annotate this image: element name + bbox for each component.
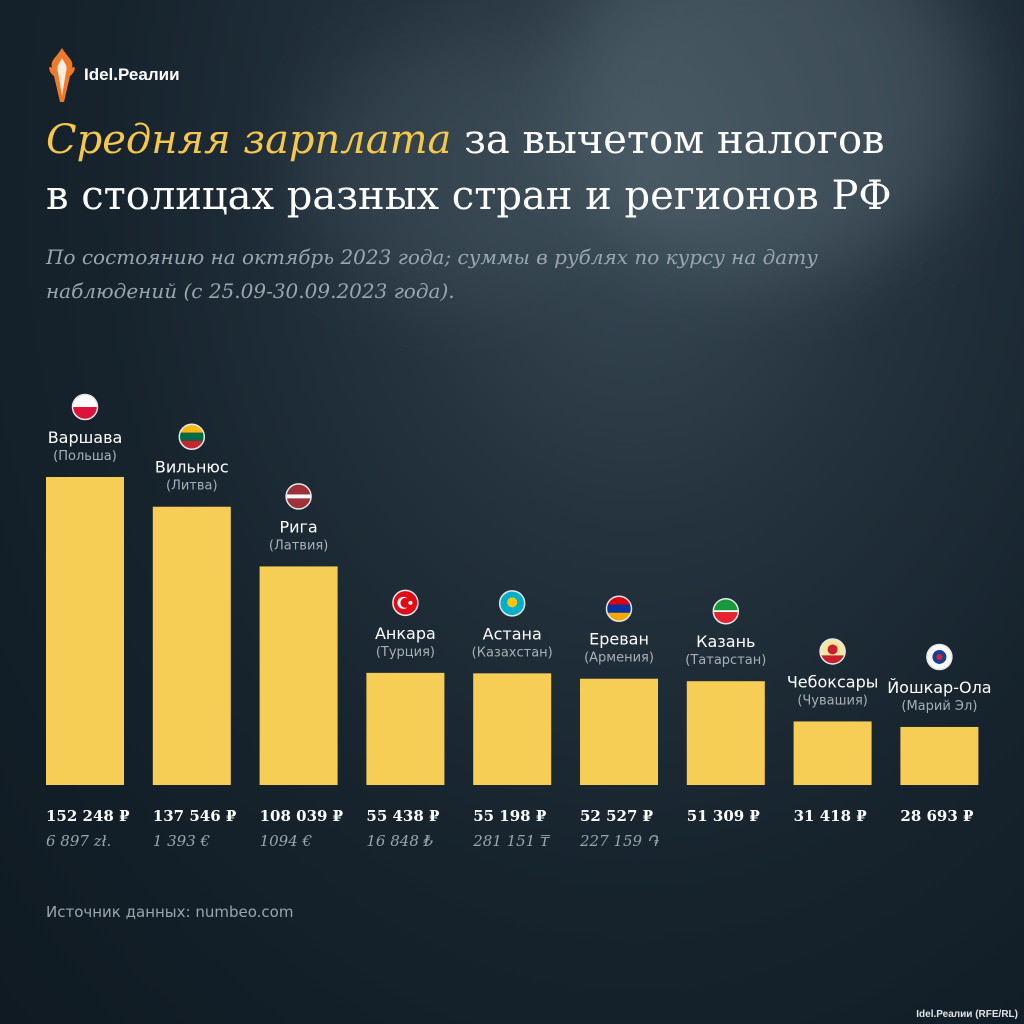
local-value-label-3: 1094 € [260, 832, 313, 850]
armenia-flag-icon [605, 595, 633, 622]
subtitle: По состоянию на октябрь 2023 года; суммы… [46, 245, 818, 303]
bar-1 [46, 477, 124, 785]
page-title: Средняя зарплата за вычетом налогов в ст… [46, 112, 996, 224]
region-label-2: (Литва) [166, 479, 218, 494]
value-label-4: 55 438 ₽ [366, 807, 440, 825]
background-photo-shadow-2 [300, 40, 600, 300]
local-value-label-2: 1 393 € [153, 832, 211, 850]
value-label-6: 52 527 ₽ [580, 807, 654, 825]
credit: Idel.Реалии (RFE/RL) [916, 1009, 1018, 1020]
region-label-9: (Марий Эл) [901, 699, 977, 714]
bar-4 [366, 672, 445, 785]
category-label-9: Йошкар-Ола [887, 678, 991, 697]
bar-5 [473, 673, 552, 785]
value-label-5: 55 198 ₽ [473, 807, 547, 825]
turkey-flag-icon [392, 589, 419, 617]
local-value-label-6: 227 159 ֏ [579, 832, 660, 850]
value-label-9: 28 693 ₽ [900, 807, 974, 825]
category-label-8: Чебоксары [787, 672, 879, 691]
category-label-4: Анкара [375, 624, 436, 643]
region-label-8: (Чувашия) [797, 693, 868, 708]
region-label-7: (Татарстан) [685, 653, 766, 668]
latvia-flag-icon [285, 483, 312, 510]
bar-6 [580, 678, 658, 785]
lithuania-flag-icon [178, 423, 206, 450]
category-label-1: Варшава [48, 428, 123, 447]
value-label-3: 108 039 ₽ [260, 807, 344, 825]
category-label-7: Казань [696, 632, 755, 651]
value-label-2: 137 546 ₽ [153, 807, 237, 825]
bar-9 [900, 726, 979, 785]
bar-3 [259, 566, 338, 785]
region-label-6: (Армения) [584, 651, 654, 666]
poland-flag-icon [71, 393, 99, 421]
value-label-1: 152 248 ₽ [46, 807, 130, 825]
title-part-1: за вычетом налогов [451, 117, 885, 163]
category-label-2: Вильнюс [155, 458, 229, 477]
kazakhstan-flag-icon [498, 590, 526, 617]
tatarstan-flag-icon [712, 597, 740, 625]
brand-name: Idel.Реалии [84, 65, 180, 84]
region-label-4: (Турция) [376, 645, 435, 660]
category-label-5: Астана [483, 624, 542, 643]
title-part-2: в столицах разных стран и регионов РФ [46, 173, 892, 219]
background-photo-shadow [560, 0, 980, 280]
category-label-6: Ереван [589, 630, 649, 649]
bar-7 [686, 681, 765, 785]
value-label-8: 31 418 ₽ [794, 807, 868, 825]
brand-logo: Idel.Реалии [46, 46, 180, 104]
bar-2 [152, 506, 231, 785]
flame-icon [49, 48, 75, 102]
region-label-5: (Казахстан) [472, 645, 553, 660]
category-label-3: Рига [279, 517, 317, 536]
region-label-3: (Латвия) [269, 538, 328, 553]
bar-8 [793, 721, 872, 785]
data-source: Источник данных: numbeo.com [46, 903, 294, 921]
mari-el-flag-icon [926, 643, 953, 671]
value-label-7: 51 309 ₽ [687, 807, 761, 825]
chuvashia-flag-icon [819, 638, 846, 665]
title-highlight: Средняя зарплата [46, 117, 452, 163]
local-value-label-1: 6 897 zł. [46, 832, 111, 850]
local-value-label-5: 281 151 ₸ [472, 832, 551, 850]
region-label-1: (Польша) [53, 449, 117, 464]
local-value-label-4: 16 848 ₺ [366, 832, 433, 850]
